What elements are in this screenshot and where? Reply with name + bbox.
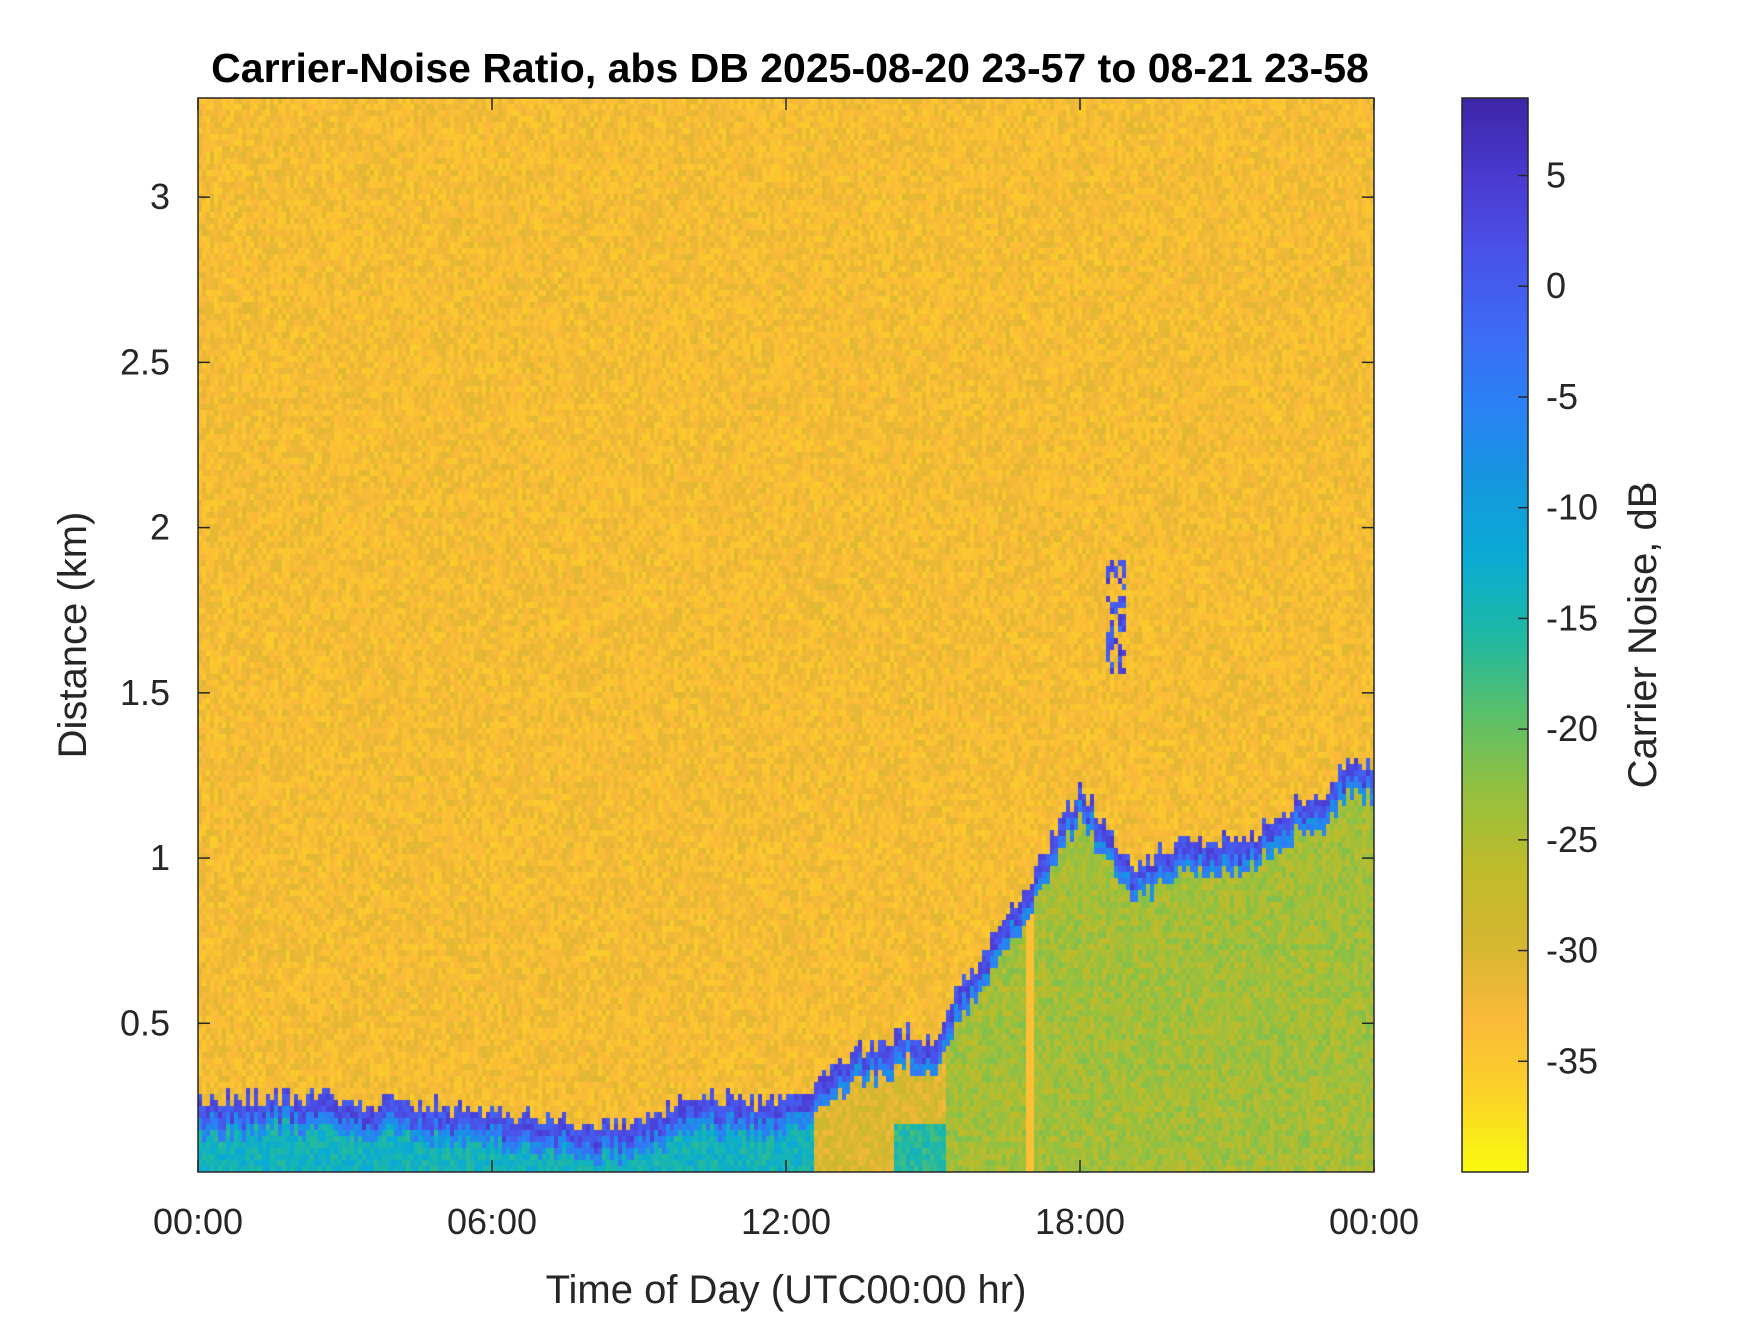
colorbar-tick-label: -5 xyxy=(1546,376,1578,417)
colorbar-tick-label: -30 xyxy=(1546,930,1598,971)
colorbar-tick-label: -10 xyxy=(1546,487,1598,528)
plot-area xyxy=(197,97,1375,1173)
colorbar-tick-label: -15 xyxy=(1546,597,1598,638)
x-tick-label: 00:00 xyxy=(153,1201,243,1242)
x-axis-label: Time of Day (UTC00:00 hr) xyxy=(546,1268,1027,1312)
y-tick-label: 3 xyxy=(150,176,170,217)
heatmap-image xyxy=(198,98,1374,1172)
x-tick-label: 18:00 xyxy=(1035,1201,1125,1242)
y-tick-label: 0.5 xyxy=(120,1002,170,1043)
colorbar-tick-label: -25 xyxy=(1546,819,1598,860)
colorbar-label: Carrier Noise, dB xyxy=(1621,482,1665,789)
y-tick-label: 2 xyxy=(150,507,170,548)
chart-title: Carrier-Noise Ratio, abs DB 2025-08-20 2… xyxy=(211,45,1369,91)
y-tick-label: 2.5 xyxy=(120,341,170,382)
colorbar-tick-label: 5 xyxy=(1546,155,1566,196)
x-tick-label: 12:00 xyxy=(741,1201,831,1242)
x-tick-label: 00:00 xyxy=(1329,1201,1419,1242)
colorbar: 5 0 -5 -10 -15 -20 -25 -30 -35 Carrier Noise, dB xyxy=(1461,97,1665,1173)
y-axis-ticks: 0.5 1 1.5 2 2.5 3 xyxy=(120,176,1374,1043)
colorbar-tick-label: -20 xyxy=(1546,708,1598,749)
y-tick-label: 1 xyxy=(150,837,170,878)
y-tick-label: 1.5 xyxy=(120,672,170,713)
colorbar-ticks: 5 0 -5 -10 -15 -20 -25 -30 -35 xyxy=(1518,155,1598,1081)
colorbar-tick-label: 0 xyxy=(1546,265,1566,306)
colorbar-tick-label: -35 xyxy=(1546,1040,1598,1081)
colorbar-gradient xyxy=(1462,98,1528,1172)
colorbar-frame xyxy=(1461,97,1529,1173)
y-axis-label: Distance (km) xyxy=(51,512,95,759)
x-tick-label: 06:00 xyxy=(447,1201,537,1242)
x-axis-ticks: 00:00 06:00 12:00 18:00 00:00 xyxy=(153,98,1419,1242)
